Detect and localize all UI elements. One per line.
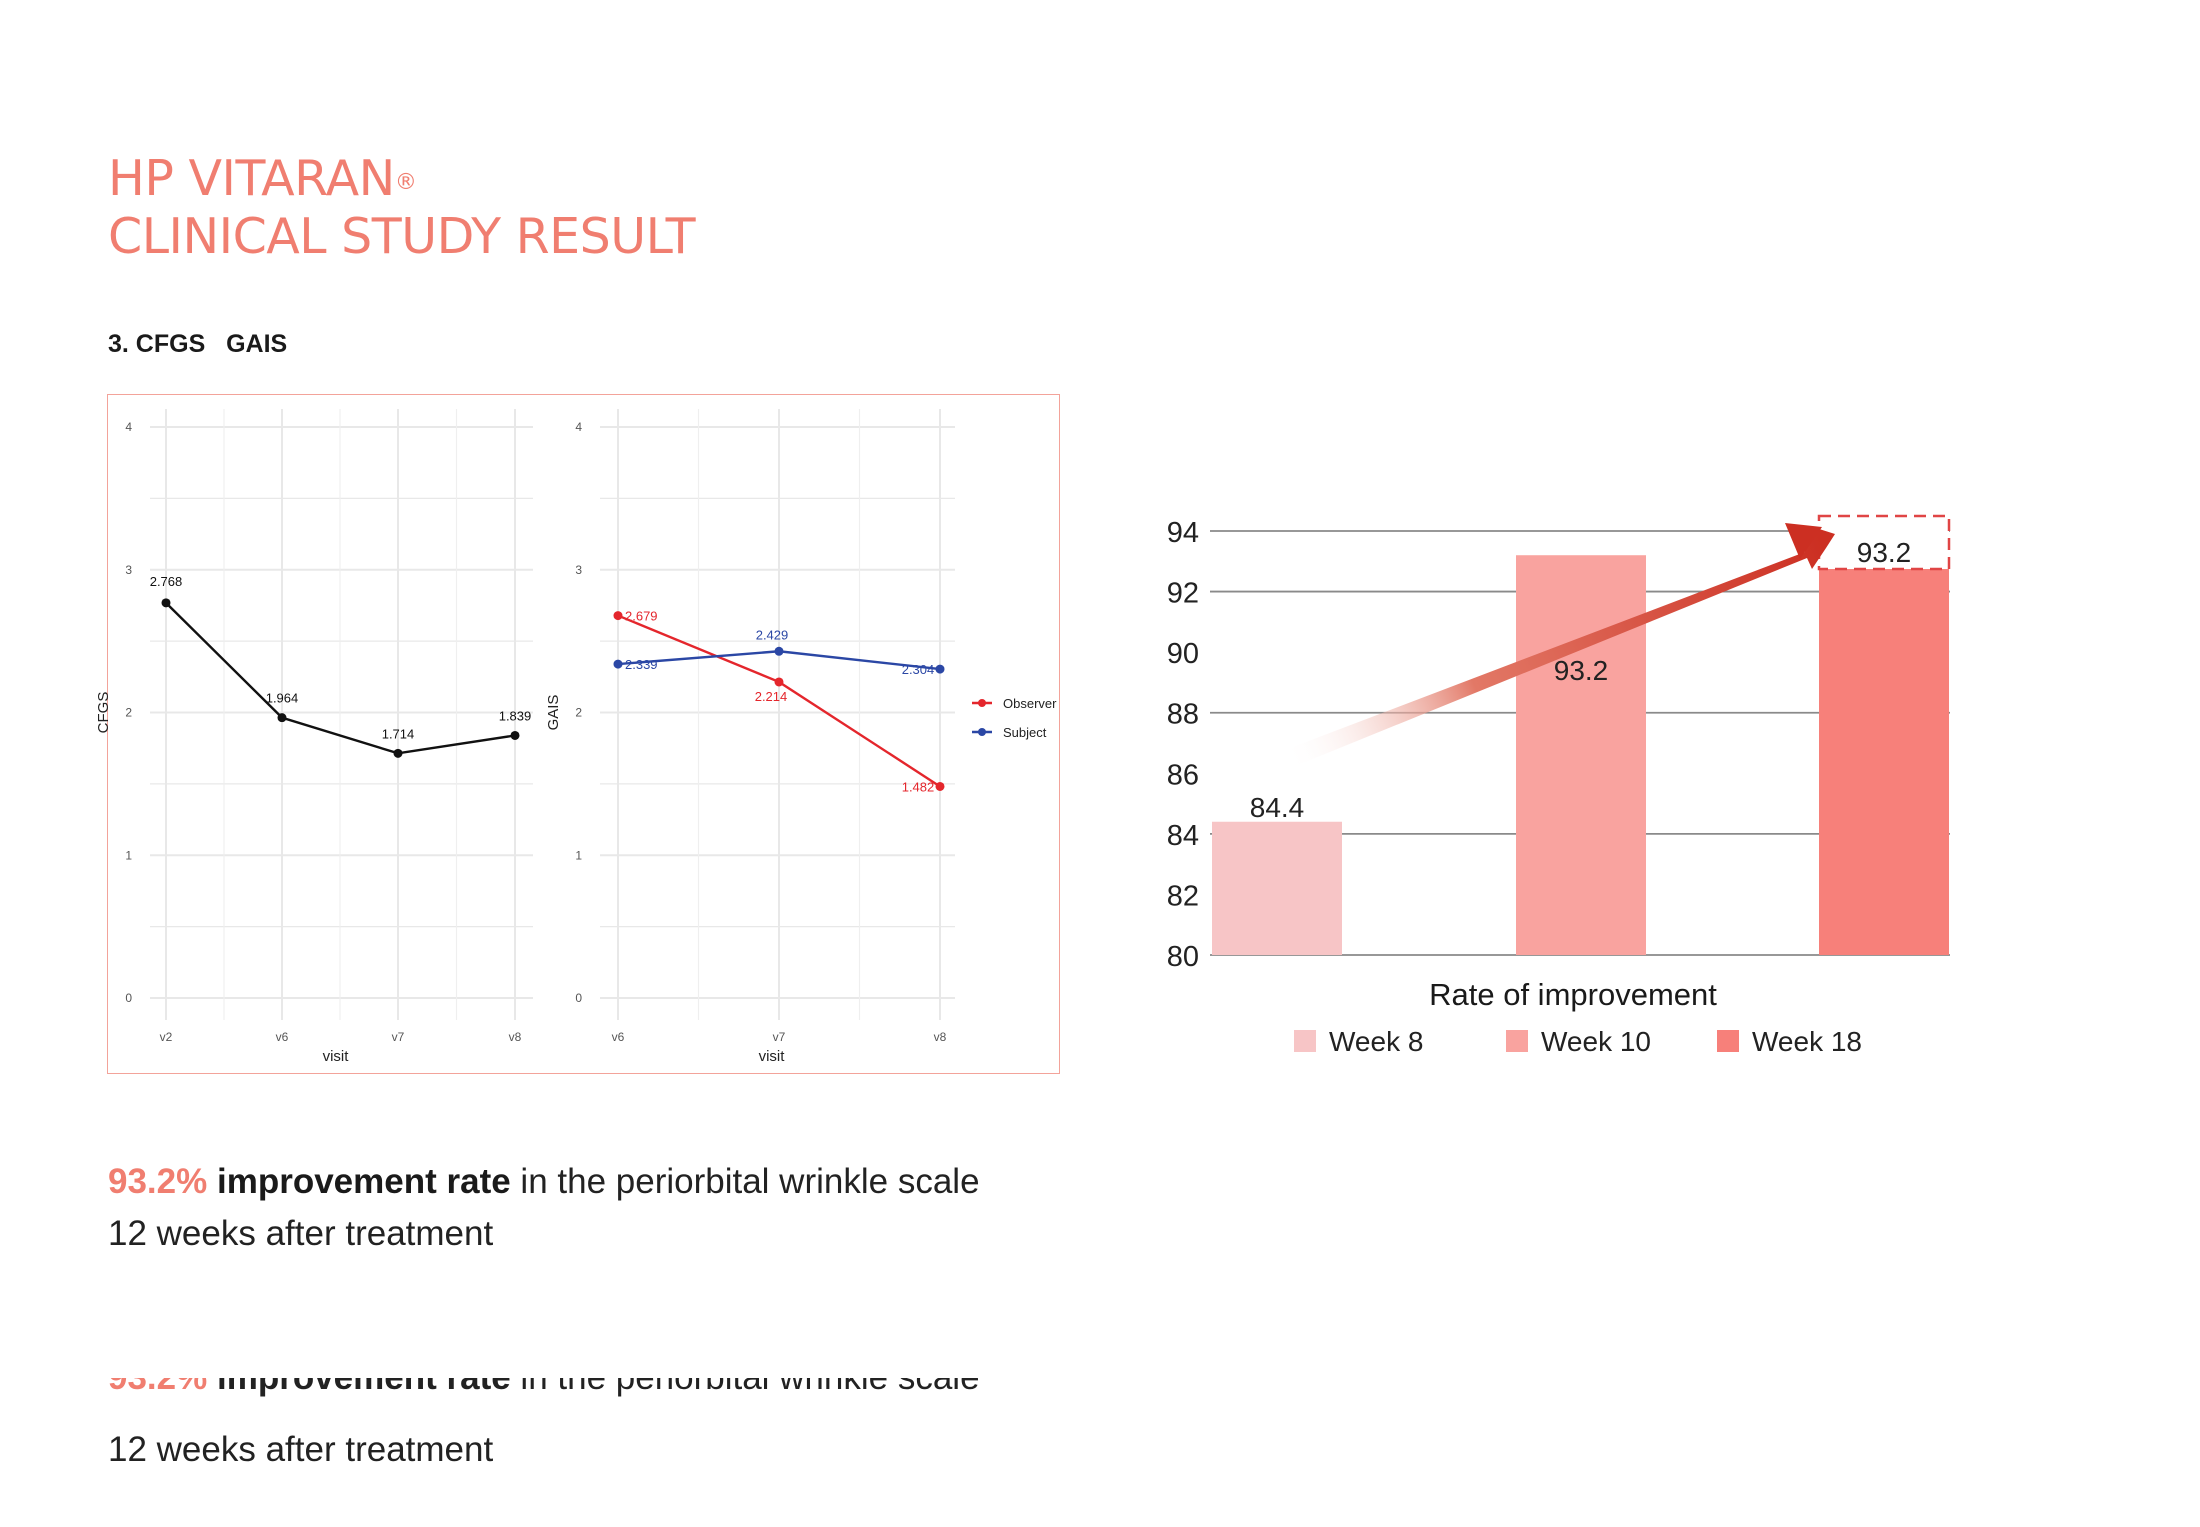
cfgs-data-label: 1.714 <box>382 726 415 741</box>
bar-legend-swatch <box>1506 1030 1528 1052</box>
bar-y-tick-label: 88 <box>1167 699 1199 731</box>
x-axis-label: visit <box>759 1048 786 1065</box>
y-tick-label: 2 <box>575 706 582 720</box>
y-tick-label: 4 <box>125 420 132 434</box>
x-axis-label: visit <box>323 1048 350 1065</box>
registered-mark: ® <box>394 170 417 195</box>
cut-statement-line-2: 12 weeks after treatment <box>108 1430 494 1469</box>
y-tick-label: 3 <box>575 563 582 577</box>
y-tick-label: 3 <box>125 563 132 577</box>
x-tick-label: v6 <box>612 1030 625 1044</box>
x-tick-label: v2 <box>160 1030 173 1044</box>
page-title: HP VITARAN® CLINICAL STUDY RESULT <box>108 150 696 266</box>
y-axis-label: CFGS <box>95 692 112 734</box>
x-tick-label: v6 <box>276 1030 289 1044</box>
bar-y-tick-label: 92 <box>1167 578 1199 610</box>
cfgs-data-label: 1.964 <box>266 691 299 706</box>
gais-observer-point <box>935 781 945 791</box>
cut-statement-bold: improvement rate <box>217 1378 511 1397</box>
bar <box>1819 569 1949 955</box>
gais-subject-point <box>613 659 623 669</box>
bar-legend-label: Week 10 <box>1541 1026 1651 1057</box>
bar-value-label: 93.2 <box>1857 537 1912 568</box>
y-tick-label: 1 <box>125 848 132 862</box>
cfgs-line-chart: 0 1 2 3 4 v2 v6 v7 v8 visit CFGS 2.768 1.964 1.714 1.8… <box>95 409 533 1065</box>
cfgs-point <box>161 598 171 608</box>
gais-observer-point <box>613 611 623 621</box>
y-tick-label: 1 <box>575 848 582 862</box>
bar-value-label: 93.2 <box>1554 655 1609 686</box>
x-tick-label: v8 <box>934 1030 947 1044</box>
x-tick-label: v8 <box>509 1030 522 1044</box>
cfgs-series-line <box>165 602 516 755</box>
legend-swatch-point <box>978 728 986 736</box>
cfgs-point <box>393 748 403 758</box>
y-tick-label: 0 <box>575 991 582 1005</box>
bar-y-tick-label: 84 <box>1167 820 1199 852</box>
line-charts-panel <box>107 394 1060 1074</box>
statement-line-2: 12 weeks after treatment <box>108 1214 494 1253</box>
bar-legend-label: Week 18 <box>1752 1026 1862 1057</box>
trend-arrow <box>1285 528 1835 767</box>
cut-statement-percent: 93.2% <box>108 1378 207 1397</box>
gais-line-chart: 0 1 2 3 4 v6 v7 v8 visit GAIS 2.679 2.214 1.482 Obser… <box>545 409 1057 1065</box>
statement-rest: in the periorbital wrinkle scale <box>510 1162 980 1201</box>
statement-bold: improvement rate <box>216 1162 511 1201</box>
bar-y-tick-label: 82 <box>1167 880 1199 912</box>
gais-subject-data-label: 2.429 <box>756 627 789 642</box>
legend-swatch-point <box>978 699 986 707</box>
gais-observer-point <box>774 677 784 687</box>
section-heading: 3. CFGS GAIS <box>108 330 288 358</box>
legend-label: Observer <box>1003 696 1057 711</box>
bar-y-tick-label: 90 <box>1167 638 1199 670</box>
dashed-target-box <box>1817 514 1951 571</box>
cfgs-data-label: 2.768 <box>150 574 183 589</box>
bar-legend-swatch <box>1294 1030 1316 1052</box>
bar-legend-label: Week 8 <box>1329 1026 1423 1057</box>
y-tick-label: 0 <box>125 991 132 1005</box>
y-tick-label: 4 <box>575 420 582 434</box>
bar-y-tick-label: 80 <box>1167 941 1199 973</box>
gais-observer-data-label: 2.214 <box>755 689 788 704</box>
bar <box>1516 555 1646 955</box>
y-tick-label: 2 <box>125 706 132 720</box>
y-axis-label: GAIS <box>545 695 562 731</box>
cut-off-statement: 93.2% improvement rate in the periorbita… <box>0 1378 1100 1406</box>
gais-subject-point <box>774 646 784 656</box>
cfgs-data-label: 1.839 <box>499 708 532 723</box>
bar-legend-swatch <box>1717 1030 1739 1052</box>
gais-observer-data-label: 1.482 <box>902 779 935 794</box>
bar <box>1212 821 1342 955</box>
cfgs-point <box>510 730 520 740</box>
improvement-bar-chart: 80 82 84 86 88 90 92 94 84.4 93.2 93.2 Rate of impr… <box>1167 514 1951 1057</box>
gais-subject-point <box>935 664 945 674</box>
bar-x-axis-label: Rate of improvement <box>1429 977 1717 1012</box>
bar-y-tick-label: 94 <box>1167 517 1199 549</box>
bar-value-label: 84.4 <box>1250 792 1305 823</box>
statement-percent: 93.2% <box>108 1162 208 1201</box>
gais-observer-data-label: 2.679 <box>625 609 658 624</box>
gais-subject-data-label: 2.304 <box>902 662 935 677</box>
cfgs-point <box>277 713 287 723</box>
gais-subject-data-label: 2.339 <box>625 657 658 672</box>
result-statement: 93.2% improvement rate in the periorbita… <box>108 1156 980 1260</box>
legend-label: Subject <box>1003 725 1047 740</box>
title-line-1: HP VITARAN <box>108 150 395 207</box>
cut-statement-rest: in the periorbital wrinkle scale <box>511 1378 979 1397</box>
x-tick-label: v7 <box>392 1030 405 1044</box>
bar-y-tick-label: 86 <box>1167 759 1199 791</box>
title-line-2: CLINICAL STUDY RESULT <box>108 208 696 265</box>
trend-arrow-head <box>1785 523 1822 559</box>
x-tick-label: v7 <box>773 1030 786 1044</box>
